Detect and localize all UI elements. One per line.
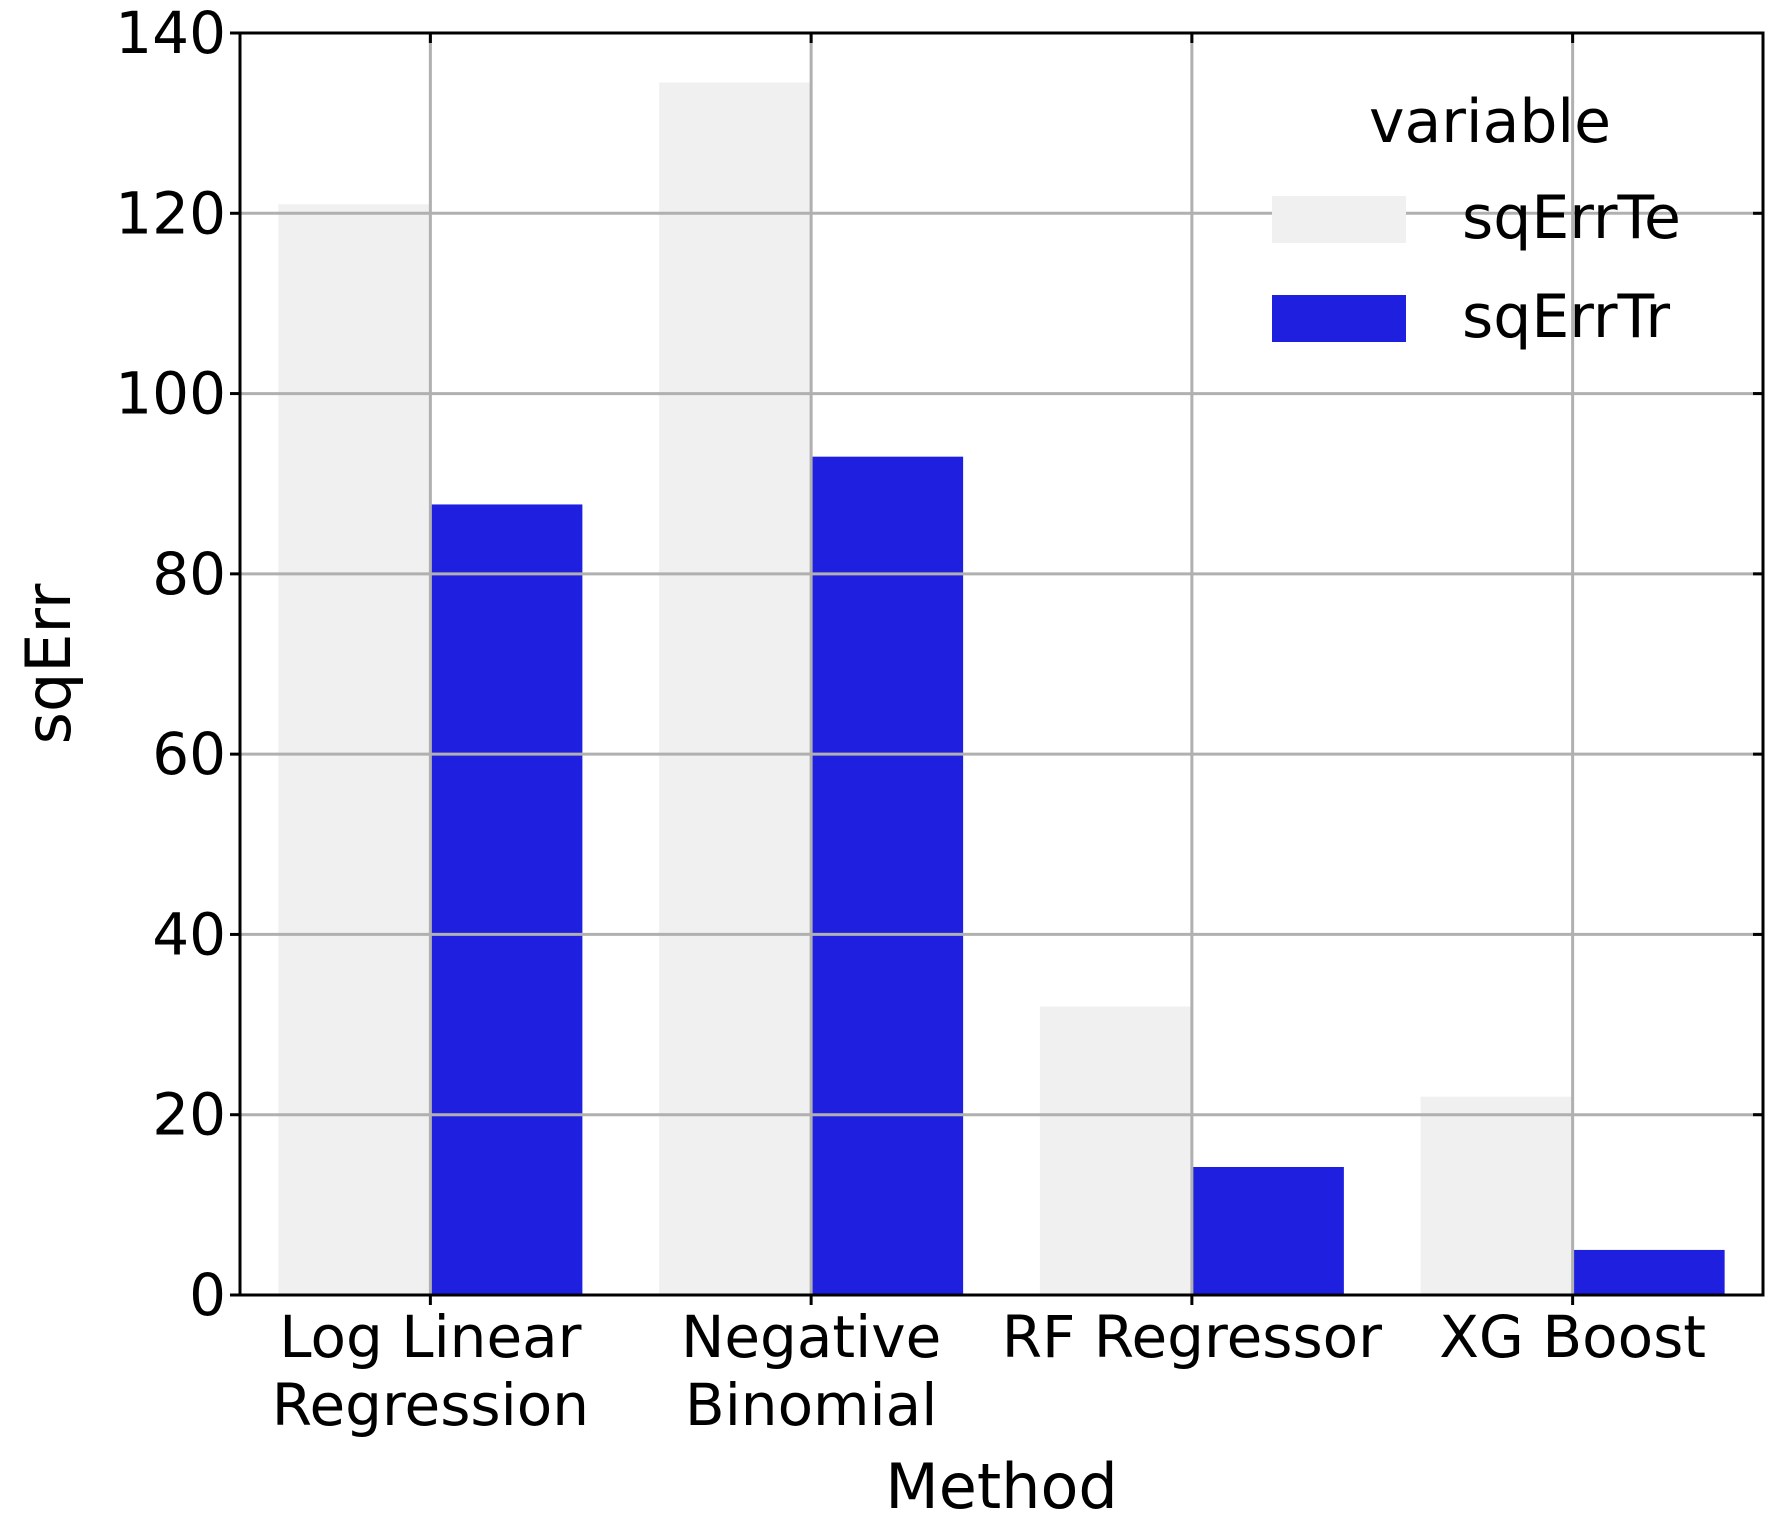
ticks-layer: 0 20 40 60 80 100 120 140 Log Linear Regression Ne…: [115, 0, 1763, 1439]
bar-sqErrTe-3: [1420, 1096, 1573, 1295]
x-tick-label-2: RF Regressor: [1002, 1303, 1382, 1371]
y-tick-label-40: 40: [152, 900, 226, 968]
bar-sqErrTe-2: [1039, 1006, 1192, 1295]
y-tick-label-120: 120: [115, 179, 226, 247]
y-tick-label-60: 60: [152, 720, 226, 788]
legend: variable sqErrTe sqErrTr: [1272, 87, 1681, 352]
legend-label-sqErrTr: sqErrTr: [1462, 282, 1670, 352]
bar-sqErrTe-0: [278, 204, 431, 1295]
bars-layer: [278, 82, 1725, 1296]
x-tick-label-line: Regression: [272, 1371, 589, 1439]
x-tick-label-line: Binomial: [685, 1371, 937, 1439]
y-tick-label-80: 80: [152, 540, 226, 608]
bar-sqErrTr-0: [430, 504, 583, 1295]
x-axis-label: Method: [885, 1450, 1118, 1523]
x-tick-label-0: Log Linear Regression: [272, 1303, 589, 1439]
bar-sqErrTr-2: [1191, 1166, 1344, 1295]
bar-sqErrTr-1: [811, 456, 964, 1296]
y-tick-label-20: 20: [152, 1081, 226, 1149]
x-tick-label-line: RF Regressor: [1002, 1303, 1382, 1371]
x-tick-label-line: Negative: [681, 1303, 941, 1371]
legend-swatch-sqErrTe: [1272, 196, 1406, 243]
y-tick-label-140: 140: [115, 0, 226, 67]
y-axis-label: sqErr: [12, 583, 85, 744]
legend-swatch-sqErrTr: [1272, 295, 1406, 342]
x-tick-label-1: Negative Binomial: [681, 1303, 941, 1439]
bar-sqErrTr-3: [1572, 1249, 1725, 1295]
bar-sqErrTe-1: [659, 82, 812, 1295]
y-tick-label-100: 100: [115, 360, 226, 428]
legend-title: variable: [1369, 87, 1611, 157]
legend-label-sqErrTe: sqErrTe: [1462, 183, 1681, 253]
y-tick-label-0: 0: [189, 1261, 226, 1329]
x-tick-label-3: XG Boost: [1439, 1303, 1706, 1371]
plot-frame: [238, 31, 1765, 1297]
x-tick-label-line: Log Linear: [279, 1303, 581, 1371]
grid-layer: [240, 31, 1763, 1297]
x-tick-label-line: XG Boost: [1439, 1303, 1706, 1371]
